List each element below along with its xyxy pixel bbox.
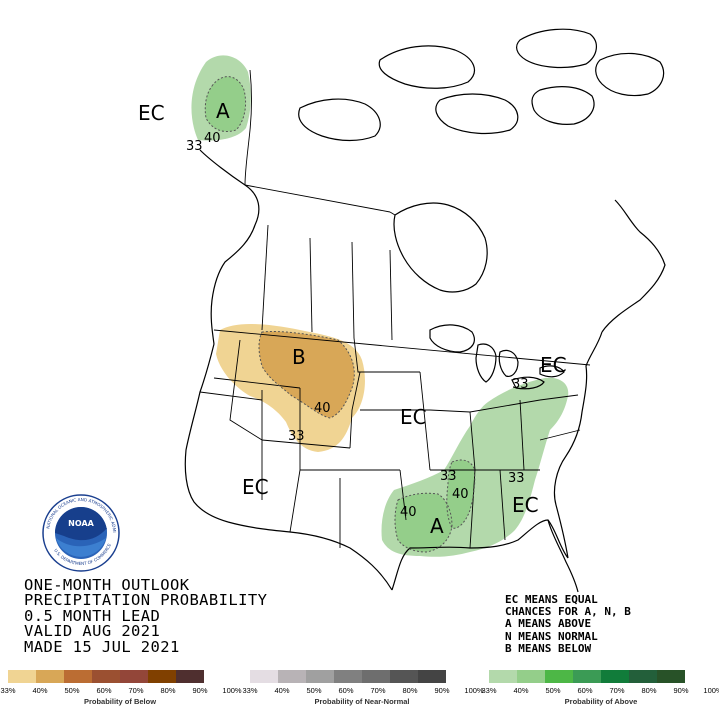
colorbar-tick-label: 50%: [545, 686, 561, 695]
colorbar-tick-label: 90%: [434, 686, 450, 695]
colorbar-swatch: [418, 670, 446, 683]
colorbar-tick-label: 33%: [481, 686, 497, 695]
colorbar-swatch: [545, 670, 573, 683]
southeast-above-40-area: [446, 460, 475, 529]
contours-group: [204, 76, 476, 553]
colorbar-swatch: [92, 670, 120, 683]
plains-below-40-area: [259, 331, 355, 418]
contour-label: 40: [400, 505, 417, 520]
contour-label: 33: [186, 139, 203, 154]
colorbar-swatch: [517, 670, 545, 683]
colorbar-swatch: [489, 670, 517, 683]
title-line: ONE-MONTH OUTLOOK: [24, 576, 190, 594]
colorbar-title: Probability of Below: [83, 697, 157, 706]
legend-note-line: B MEANS BELOW: [505, 641, 592, 655]
colorbar-0: [8, 670, 204, 683]
colorbar-swatch: [278, 670, 306, 683]
region-label: A: [430, 514, 444, 538]
colorbar-tick-label: 60%: [96, 686, 112, 695]
contour-label: 40: [314, 401, 331, 416]
colorbar-swatch: [306, 670, 334, 683]
colorbar-swatch: [573, 670, 601, 683]
colorbar-title: Probability of Near-Normal: [314, 697, 410, 706]
colorbar-swatch: [390, 670, 418, 683]
colorbar-tick-label: 40%: [513, 686, 529, 695]
colorbar-tick-label: 60%: [577, 686, 593, 695]
contour-label: 33: [288, 429, 305, 444]
colorbar-swatch: [334, 670, 362, 683]
contour-label: 33: [440, 469, 457, 484]
colorbar-tick-label: 80%: [641, 686, 657, 695]
alaska-above-40-area: [205, 76, 246, 132]
colorbar-tick-label: 100%: [464, 686, 484, 695]
region-label: EC: [512, 493, 539, 517]
colorbar-swatch: [148, 670, 176, 683]
contour-label: 33: [508, 471, 525, 486]
colorbar-swatch: [362, 670, 390, 683]
colorbar-swatch: [176, 670, 204, 683]
colorbar-tick-label: 50%: [64, 686, 80, 695]
region-label: EC: [138, 101, 165, 125]
title-line: PRECIPITATION PROBABILITY: [24, 591, 268, 610]
colorbar-2: [489, 670, 685, 683]
colorbar-tick-label: 50%: [306, 686, 322, 695]
colorbar-tick-label: 70%: [609, 686, 625, 695]
colorbar-swatch: [64, 670, 92, 683]
region-label: EC: [242, 475, 269, 499]
colorbar-tick-label: 80%: [160, 686, 176, 695]
contour-label: 40: [452, 487, 469, 502]
legend-notes: EC MEANS EQUAL CHANCES FOR A, N, B A MEA…: [505, 593, 631, 655]
title-line: MADE 15 JUL 2021: [24, 637, 180, 656]
contour-label: 40: [204, 131, 221, 146]
colorbar-swatch: [120, 670, 148, 683]
boundaries-group: [199, 69, 591, 549]
colorbar-tick-label: 40%: [274, 686, 290, 695]
colorbar-swatch: [36, 670, 64, 683]
colorbar-tick-label: 100%: [703, 686, 719, 695]
colorbar-title: Probability of Above: [564, 697, 638, 706]
colorbar-tick-label: 100%: [222, 686, 242, 695]
region-label: EC: [540, 353, 567, 377]
legend-note-line: N MEANS NORMAL: [505, 629, 598, 643]
colorbar-tick-label: 60%: [338, 686, 354, 695]
gulf-above-40-area: [395, 493, 452, 552]
noaa-logo: NOAA NATIONAL OCEANIC AND ATMOSPHERIC AD…: [42, 494, 120, 572]
colorbar-swatch: [8, 670, 36, 683]
colorbar-1: [250, 670, 446, 683]
colorbar-tick-label: 33%: [0, 686, 16, 695]
colorbar-tick-label: 70%: [128, 686, 144, 695]
colorbar-swatch: [629, 670, 657, 683]
colorbar-tick-label: 90%: [673, 686, 689, 695]
colorbar-tick-label: 90%: [192, 686, 208, 695]
title-line: VALID AUG 2021: [24, 622, 161, 641]
legend-note-line: CHANCES FOR A, N, B: [505, 605, 631, 619]
region-label: A: [216, 99, 230, 123]
colorbar-tick-label: 70%: [370, 686, 386, 695]
colorbar-swatch: [601, 670, 629, 683]
colorbar-swatch: [657, 670, 685, 683]
legend-note-line: A MEANS ABOVE: [505, 617, 592, 631]
colorbar-tick-label: 40%: [32, 686, 48, 695]
outlook-title-block: ONE-MONTH OUTLOOK PRECIPITATION PROBABIL…: [24, 576, 268, 656]
noaa-logo-text: NOAA: [68, 519, 94, 528]
contour-label: 33: [512, 377, 529, 392]
legend-note-line: EC MEANS EQUAL: [505, 593, 598, 606]
colorbar-tick-label: 80%: [402, 686, 418, 695]
colorbar-tick-label: 33%: [242, 686, 258, 695]
colorbar-swatch: [250, 670, 278, 683]
region-label: B: [292, 345, 306, 369]
title-line: 0.5 MONTH LEAD: [24, 606, 161, 625]
region-label: EC: [400, 405, 427, 429]
coastline-group: [184, 28, 666, 593]
